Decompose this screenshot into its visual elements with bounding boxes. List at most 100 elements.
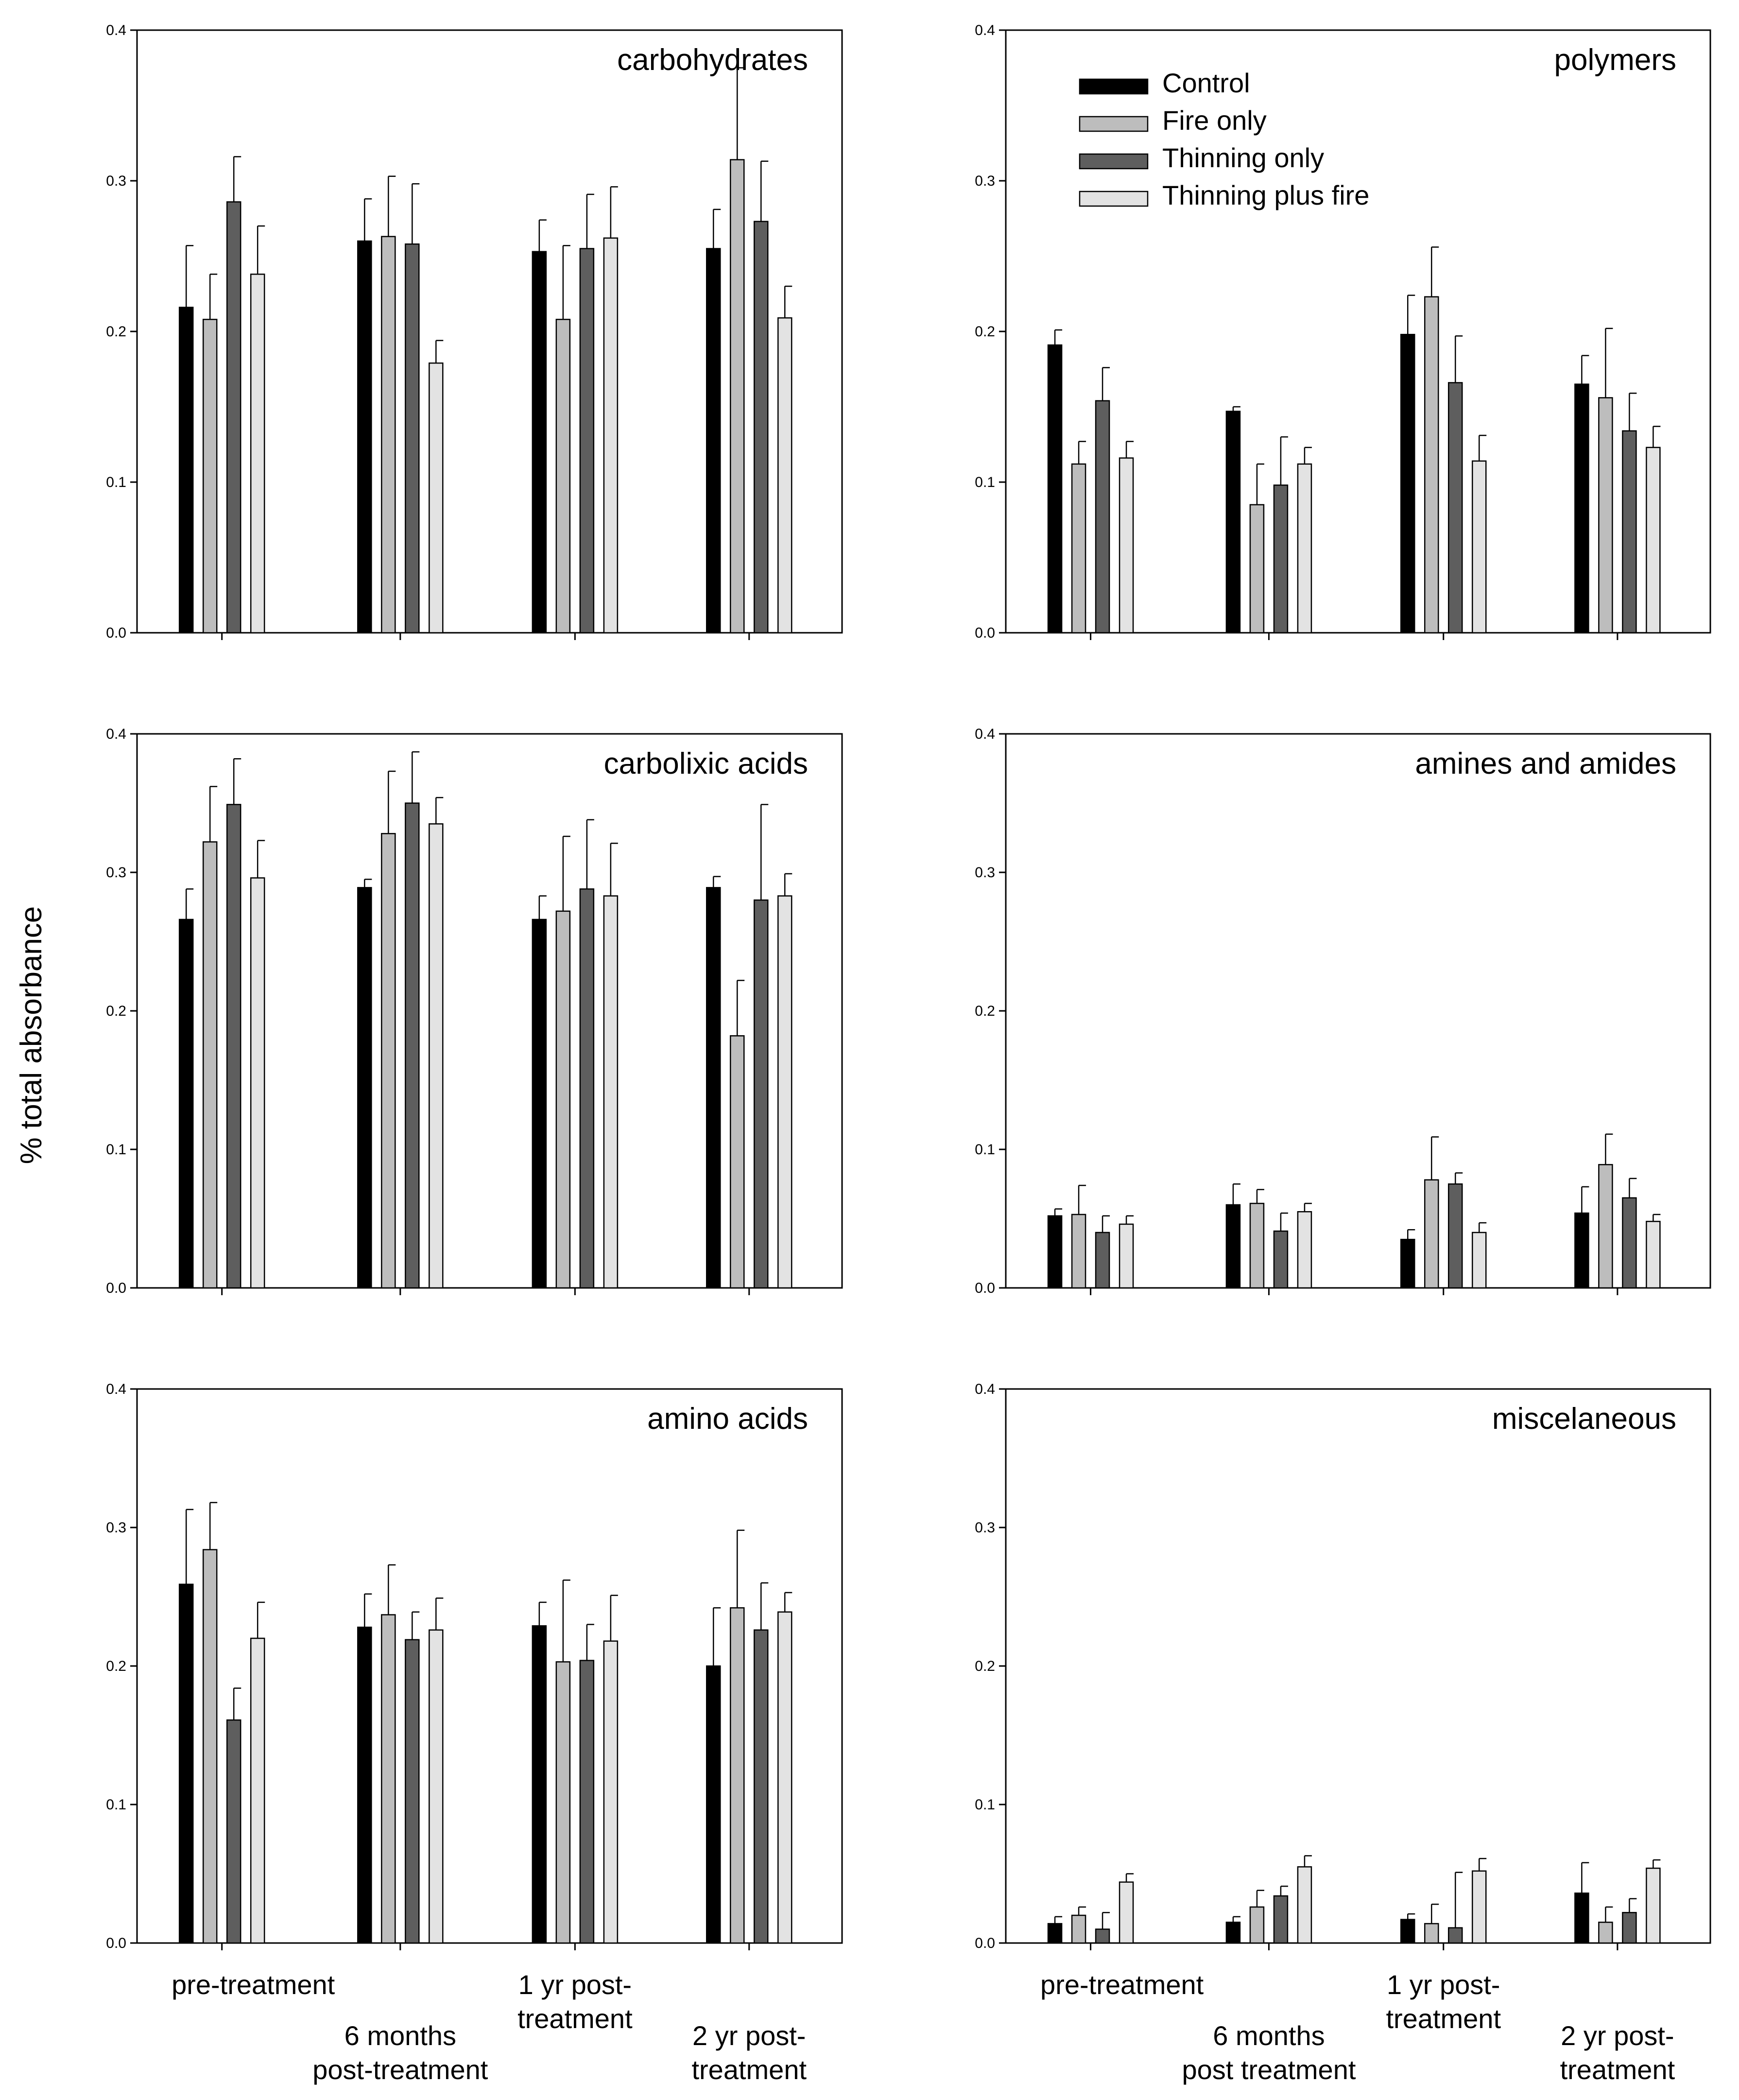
chart-panel-4: 0.0 0.1 0.2 0.3 0.4 amines and amides (975, 726, 1711, 1296)
bar-fire-only (555, 1661, 571, 1944)
y-tick-label: 0.1 (975, 474, 995, 490)
bar-control (1225, 1922, 1241, 1944)
y-tick-label: 0.4 (975, 22, 995, 38)
bar-thinning-only (579, 888, 595, 1289)
legend-label: Thinning plus fire (1162, 180, 1369, 210)
bar-thinning-only (1622, 430, 1637, 634)
bar-thinning-only (1447, 1927, 1463, 1944)
y-tick-label: 0.4 (106, 1381, 126, 1397)
bar-thinning-only (754, 221, 769, 634)
panel-title: carbohydrates (617, 43, 808, 77)
x-category-label: 2 yr post- (692, 2020, 806, 2051)
bar-control (1225, 411, 1241, 634)
bar-thinning-plus-fire (1646, 1867, 1661, 1944)
bar-control (357, 887, 372, 1289)
bar-control (1400, 333, 1415, 634)
bar-thinning-only (1622, 1197, 1637, 1289)
bar-thinning-plus-fire (1297, 1211, 1312, 1289)
panel-title: amines and amides (1415, 747, 1676, 781)
bar-fire-only (1249, 504, 1265, 634)
y-tick-label: 0.0 (106, 1280, 126, 1296)
y-tick-label: 0.3 (106, 173, 126, 189)
y-tick-label: 0.4 (106, 726, 126, 742)
bar-thinning-plus-fire (1119, 1881, 1134, 1944)
y-tick-label: 0.2 (975, 324, 995, 340)
bar-control (1574, 383, 1589, 634)
bar-control (1047, 344, 1063, 634)
bar-fire-only (1424, 296, 1439, 634)
y-tick-label: 0.1 (106, 1797, 126, 1813)
bar-thinning-plus-fire (1471, 1232, 1487, 1289)
panel-title: carbolixic acids (604, 747, 808, 781)
legend: Control Fire only Thinning only Thinning pl… (1079, 68, 1369, 210)
bar-fire-only (1249, 1202, 1265, 1289)
bar-fire-only (1424, 1923, 1439, 1944)
plot-frame (1005, 1388, 1711, 1944)
chart-panel-5: 0.0 0.1 0.2 0.3 0.4 amino acids (106, 1381, 843, 1951)
bar-control (1400, 1239, 1415, 1289)
bar-thinning-plus-fire (1471, 1870, 1487, 1944)
bar-thinning-only (226, 804, 241, 1289)
y-tick-label: 0.2 (106, 1658, 126, 1674)
bar-thinning-plus-fire (1297, 1866, 1312, 1944)
bar-control (706, 248, 721, 634)
bar-control (357, 240, 372, 634)
bar-thinning-plus-fire (777, 317, 792, 634)
bar-fire-only (381, 833, 396, 1289)
bar-control (1225, 1204, 1241, 1289)
bar-control (1047, 1215, 1063, 1289)
bar-thinning-plus-fire (603, 895, 619, 1289)
bar-fire-only (1071, 463, 1086, 634)
bar-fire-only (1598, 397, 1613, 634)
legend-label: Control (1162, 68, 1250, 98)
x-category-label: treatment (517, 2003, 633, 2034)
legend-swatch-control (1079, 78, 1149, 95)
legend-label: Fire only (1162, 105, 1267, 136)
chart-panel-1: 0.0 0.1 0.2 0.3 0.4 carbohydrates (106, 22, 843, 641)
bar-fire-only (1071, 1214, 1086, 1289)
bar-thinning-plus-fire (1119, 457, 1134, 634)
bar-thinning-plus-fire (1646, 1220, 1661, 1289)
y-tick-label: 0.4 (975, 726, 995, 742)
panel-title: miscelaneous (1492, 1402, 1676, 1436)
legend-swatch-fire-only (1079, 116, 1149, 132)
y-tick-label: 0.0 (106, 1935, 126, 1951)
bar-fire-only (1071, 1914, 1086, 1944)
bar-thinning-plus-fire (1471, 460, 1487, 634)
x-category-label: treatment (691, 2054, 807, 2085)
y-tick-label: 0.4 (106, 22, 126, 38)
chart-panel-2: 0.0 0.1 0.2 0.3 0.4 polymers (975, 22, 1711, 641)
x-category-label: 2 yr post- (1561, 2020, 1674, 2051)
y-tick-label: 0.3 (975, 865, 995, 881)
y-tick-label: 0.1 (106, 1142, 126, 1158)
bar-thinning-only (1447, 382, 1463, 634)
bar-fire-only (1249, 1906, 1265, 1944)
y-tick-label: 0.0 (975, 1280, 995, 1296)
bar-thinning-only (226, 201, 241, 634)
bar-thinning-only (1273, 1230, 1289, 1289)
bar-thinning-plus-fire (1297, 463, 1312, 634)
bar-control (1574, 1212, 1589, 1289)
bar-thinning-plus-fire (250, 1637, 265, 1944)
bar-thinning-only (1447, 1183, 1463, 1289)
bar-control (706, 887, 721, 1289)
panel-title: polymers (1554, 43, 1676, 77)
legend-label: Thinning only (1162, 142, 1324, 173)
bar-fire-only (202, 1549, 218, 1944)
bar-fire-only (1598, 1922, 1613, 1944)
bar-control (532, 1625, 547, 1944)
y-tick-label: 0.2 (975, 1003, 995, 1019)
bar-control (178, 1583, 194, 1944)
x-category-label: pre-treatment (172, 1969, 335, 2000)
x-category-label: treatment (1386, 2003, 1501, 2034)
bar-fire-only (381, 236, 396, 634)
chart-panel-3: 0.0 0.1 0.2 0.3 0.4 carbolixic acids (106, 726, 843, 1296)
chart-panel-6: 0.0 0.1 0.2 0.3 0.4 miscelaneous (975, 1381, 1711, 1951)
bar-thinning-only (405, 802, 420, 1289)
y-tick-label: 0.3 (975, 173, 995, 189)
x-category-label: pre-treatment (1040, 1969, 1204, 2000)
x-category-label: post treatment (1182, 2054, 1356, 2085)
x-category-label: treatment (1560, 2054, 1675, 2085)
bar-thinning-only (405, 243, 420, 634)
